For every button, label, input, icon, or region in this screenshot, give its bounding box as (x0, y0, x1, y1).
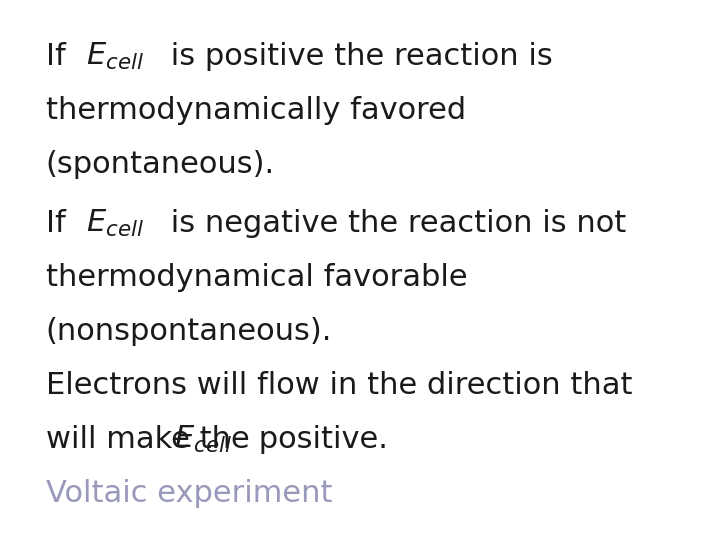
Text: Voltaic experiment: Voltaic experiment (45, 479, 332, 508)
Text: (spontaneous).: (spontaneous). (45, 150, 275, 179)
Text: positive.: positive. (249, 425, 388, 454)
Text: (nonspontaneous).: (nonspontaneous). (45, 317, 332, 346)
Text: $E_{cell}$: $E_{cell}$ (86, 208, 144, 239)
Text: will make the: will make the (45, 425, 259, 454)
Text: $E_{cell}$: $E_{cell}$ (174, 424, 232, 455)
Text: is negative the reaction is not: is negative the reaction is not (161, 209, 626, 238)
Text: $E_{cell}$: $E_{cell}$ (86, 41, 144, 72)
Text: Electrons will flow in the direction that: Electrons will flow in the direction tha… (45, 371, 632, 400)
Text: thermodynamically favored: thermodynamically favored (45, 96, 466, 125)
Text: thermodynamical favorable: thermodynamical favorable (45, 263, 467, 292)
Text: is positive the reaction is: is positive the reaction is (161, 42, 553, 71)
Text: If: If (45, 42, 75, 71)
Text: If: If (45, 209, 75, 238)
